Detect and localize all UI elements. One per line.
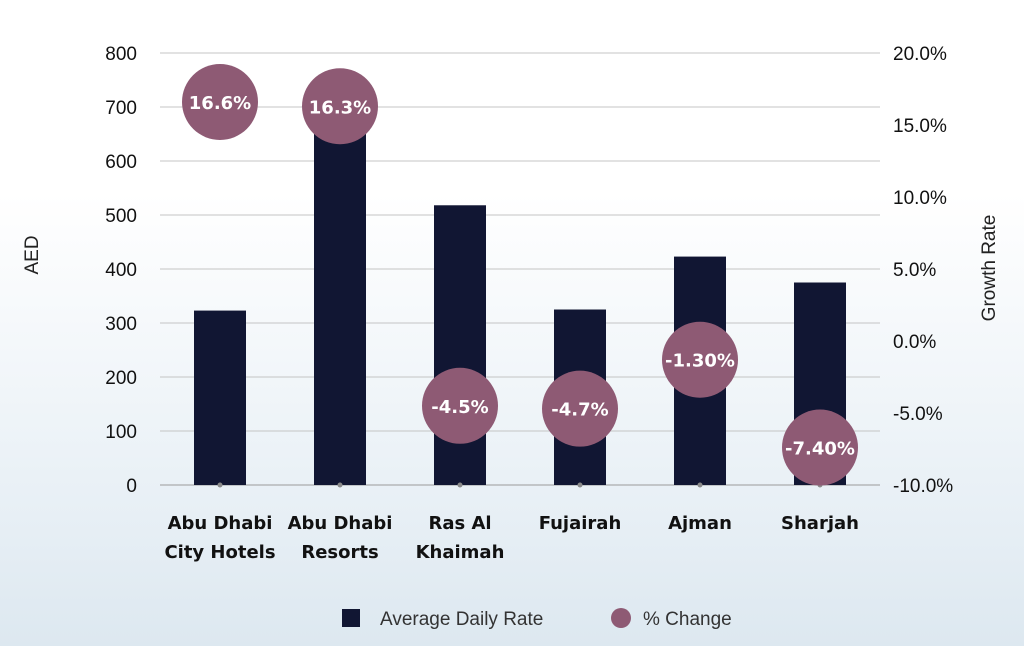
right-tick-label: -5.0% xyxy=(893,404,943,425)
category-label: Abu Dhabi xyxy=(168,513,273,534)
legend: Average Daily Rate % Change xyxy=(342,608,732,630)
bubble-label: 16.6% xyxy=(189,93,251,114)
category-label: Khaimah xyxy=(416,542,505,563)
gridlines xyxy=(160,52,880,486)
right-axis-ticks: -10.0% -5.0% 0.0% 5.0% 10.0% 15.0% 20.0% xyxy=(893,44,953,497)
legend-label-bar: Average Daily Rate xyxy=(380,609,543,630)
bubble xyxy=(542,370,618,447)
category-labels: Abu Dhabi City Hotels Abu Dhabi Resorts Ras … xyxy=(164,513,859,563)
left-tick-label: 800 xyxy=(105,44,137,65)
category-label: Ajman xyxy=(668,513,732,534)
bubble-label: -4.5% xyxy=(431,397,488,418)
bubble-label: -4.7% xyxy=(551,400,608,421)
left-tick-label: 600 xyxy=(105,152,137,173)
bar-series xyxy=(194,107,846,488)
axis-marker xyxy=(577,482,583,488)
bubble-label: -1.30% xyxy=(665,351,735,372)
bubble-label: 16.3% xyxy=(309,97,371,118)
legend-swatch-bubble xyxy=(611,608,631,628)
right-tick-label: 5.0% xyxy=(893,260,936,281)
right-tick-label: 20.0% xyxy=(893,44,947,65)
left-tick-label: 700 xyxy=(105,98,137,119)
bubble-label: -7.40% xyxy=(785,439,855,460)
left-tick-label: 0 xyxy=(126,476,137,497)
left-axis-title: AED xyxy=(22,235,43,274)
right-tick-label: -10.0% xyxy=(893,476,953,497)
category-label: City Hotels xyxy=(164,542,275,563)
bubble xyxy=(782,409,858,486)
bubble xyxy=(422,367,498,444)
bubble xyxy=(182,63,258,140)
category-label: Sharjah xyxy=(781,513,859,534)
category-label: Resorts xyxy=(301,542,378,563)
right-tick-label: 10.0% xyxy=(893,188,947,209)
legend-label-bubble: % Change xyxy=(643,609,732,630)
axis-marker xyxy=(217,482,223,488)
category-label: Fujairah xyxy=(539,513,622,534)
left-tick-label: 300 xyxy=(105,314,137,335)
left-axis-ticks: 0 100 200 300 400 500 600 700 800 xyxy=(105,44,137,497)
bubble xyxy=(302,68,378,145)
legend-swatch-bar xyxy=(342,609,360,627)
bar xyxy=(194,310,246,485)
bar xyxy=(314,107,366,485)
bubble-series: 16.6% 16.3% -4.5% -4.7% -1.30% -7.40% xyxy=(182,63,858,486)
left-tick-label: 500 xyxy=(105,206,137,227)
axis-marker xyxy=(697,482,703,488)
axis-marker xyxy=(457,482,463,488)
bubble xyxy=(662,321,738,398)
category-label: Abu Dhabi xyxy=(288,513,393,534)
left-tick-label: 200 xyxy=(105,368,137,389)
right-tick-label: 15.0% xyxy=(893,116,947,137)
right-tick-label: 0.0% xyxy=(893,332,936,353)
axis-marker xyxy=(337,482,343,488)
left-tick-label: 400 xyxy=(105,260,137,281)
left-tick-label: 100 xyxy=(105,422,137,443)
right-axis-title: Growth Rate xyxy=(979,215,1000,322)
category-label: Ras Al xyxy=(428,513,491,534)
